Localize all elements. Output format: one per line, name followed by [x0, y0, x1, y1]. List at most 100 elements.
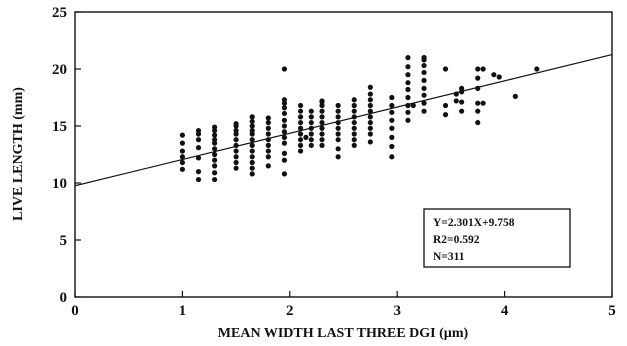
data-point: [534, 66, 540, 72]
data-point: [351, 131, 357, 137]
data-point: [212, 124, 218, 130]
data-point: [281, 140, 288, 146]
data-point: [233, 159, 239, 166]
data-point: [442, 112, 449, 118]
data-point: [389, 154, 395, 160]
data-point: [389, 143, 395, 150]
data-point: [421, 55, 427, 61]
x-tick-label: 2: [286, 303, 294, 319]
data-point: [179, 166, 185, 172]
data-point: [308, 137, 314, 143]
data-point: [297, 125, 304, 131]
data-point: [459, 99, 465, 105]
data-point: [249, 154, 255, 160]
y-tick-label: 25: [52, 5, 67, 21]
data-point: [265, 125, 271, 131]
data-point: [249, 159, 255, 166]
data-point: [233, 121, 239, 127]
data-point: [335, 131, 341, 137]
x-tick-label: 0: [71, 303, 79, 319]
data-point: [319, 114, 325, 120]
data-point: [249, 148, 255, 154]
data-point: [480, 100, 486, 106]
data-point: [281, 105, 288, 111]
data-point: [249, 137, 255, 143]
data-point: [319, 142, 325, 148]
data-point: [179, 154, 185, 160]
data-point: [303, 134, 309, 140]
data-point: [389, 134, 395, 140]
data-point: [405, 117, 411, 123]
data-point: [297, 119, 304, 126]
data-point: [367, 139, 373, 145]
data-point: [281, 171, 288, 177]
data-point: [249, 123, 255, 129]
plot-frame: [74, 11, 613, 298]
data-point: [367, 119, 373, 126]
data-point: [389, 109, 395, 115]
stats-equation: Y=2.301X+9.758: [433, 217, 515, 229]
data-point: [265, 154, 271, 160]
data-points: [179, 55, 540, 183]
data-point: [367, 84, 373, 90]
data-point: [319, 119, 325, 126]
data-point: [265, 119, 271, 126]
data-point: [351, 108, 357, 114]
data-point: [249, 127, 255, 134]
data-point: [233, 154, 239, 160]
data-point: [308, 114, 314, 120]
stats-box: Y=2.301X+9.758 R2=0.592 N=311: [423, 208, 571, 268]
data-point: [308, 108, 314, 114]
stats-n: N=311: [433, 251, 465, 263]
y-tick-label: 0: [60, 290, 68, 306]
data-point: [195, 169, 202, 175]
data-point: [249, 171, 255, 177]
data-point: [421, 92, 427, 98]
data-point: [297, 142, 304, 148]
data-point: [389, 125, 395, 131]
data-point: [367, 114, 373, 120]
data-point: [308, 142, 314, 148]
data-point: [351, 137, 357, 143]
data-point: [179, 159, 185, 166]
data-point: [179, 148, 185, 154]
data-point: [367, 125, 373, 131]
data-point: [475, 66, 481, 72]
x-tick-label: 3: [393, 303, 401, 319]
data-point: [319, 125, 325, 131]
data-point: [281, 129, 288, 135]
data-point: [421, 108, 427, 114]
data-point: [512, 93, 518, 99]
y-tick-label: 15: [52, 119, 67, 135]
data-point: [405, 64, 411, 70]
data-point: [195, 155, 202, 161]
data-point: [212, 176, 218, 183]
x-tick-label: 1: [179, 303, 187, 319]
data-point: [212, 137, 218, 143]
data-point: [475, 108, 481, 114]
data-point: [179, 140, 185, 146]
data-point: [453, 98, 459, 104]
data-point: [351, 125, 357, 131]
data-point: [281, 110, 288, 117]
data-point: [367, 108, 373, 114]
data-point: [442, 66, 449, 72]
data-point: [297, 114, 304, 120]
axis-ticks: 0 1 2 3 4 5 0 5 10 15 20 25: [52, 5, 616, 319]
data-point: [335, 125, 341, 131]
data-point: [308, 131, 314, 137]
y-tick-label: 20: [52, 62, 67, 78]
data-point: [265, 148, 271, 154]
data-point: [319, 137, 325, 143]
data-point: [491, 72, 497, 78]
data-point: [405, 86, 411, 93]
data-point: [389, 102, 395, 109]
data-point: [281, 97, 288, 103]
regression-line: [74, 54, 613, 187]
stats-r2: R2=0.592: [433, 234, 480, 246]
data-point: [335, 114, 341, 120]
data-point: [265, 131, 271, 137]
data-point: [410, 102, 416, 109]
data-point: [335, 154, 341, 160]
data-point: [249, 165, 255, 171]
